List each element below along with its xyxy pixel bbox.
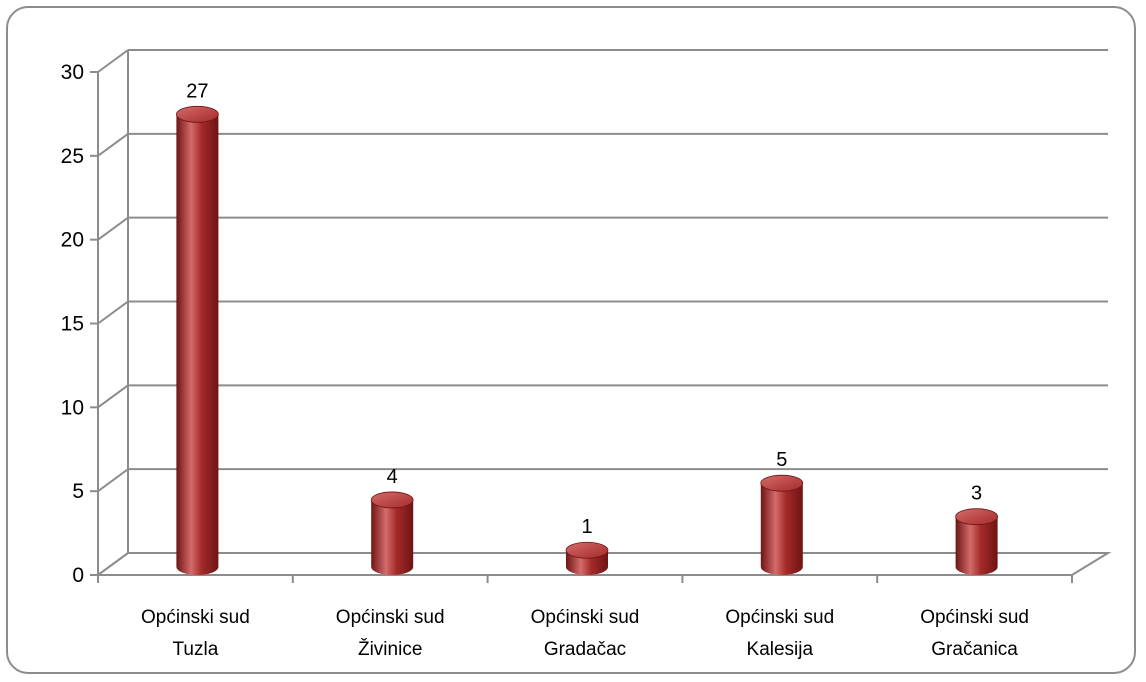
y-tick-label: 30 xyxy=(61,61,84,84)
bar-top xyxy=(566,542,608,558)
x-category-label: Općinski sud Gračanica xyxy=(920,607,1029,660)
x-category-label-line: Općinski sud xyxy=(531,607,640,628)
bar-top xyxy=(371,492,413,508)
x-category-label: Općinski sud Tuzla xyxy=(141,607,250,660)
bar-4 xyxy=(956,509,998,575)
data-label: 1 xyxy=(581,516,592,538)
bar-1 xyxy=(371,492,413,575)
x-category-label-line: Kalesija xyxy=(747,639,814,660)
gridline-depth xyxy=(98,218,128,240)
bar-body xyxy=(956,517,998,575)
x-category-label-line: Općinski sud xyxy=(336,607,445,628)
x-category-label: Općinski sud Gradačac xyxy=(531,607,640,660)
data-label: 5 xyxy=(776,449,787,471)
gridline-depth xyxy=(98,134,128,156)
data-label: 3 xyxy=(971,483,982,505)
x-category-label-line: Gradačac xyxy=(544,639,626,660)
bar-body xyxy=(176,114,218,575)
gridline-depth xyxy=(98,469,128,491)
x-category-label-line: Općinski sud xyxy=(141,607,250,628)
bar-top xyxy=(956,509,998,525)
x-category-label-line: Živinice xyxy=(358,638,422,660)
x-category-label-line: Tuzla xyxy=(173,639,219,660)
gridline-depth xyxy=(98,385,128,407)
bar-2 xyxy=(566,542,608,575)
data-label: 4 xyxy=(387,466,398,488)
y-tick-label: 0 xyxy=(72,564,84,587)
gridline-depth xyxy=(98,50,128,72)
x-category-label-line: Općinski sud xyxy=(725,607,834,628)
bar-3 xyxy=(761,475,803,575)
x-category-label-line: Općinski sud xyxy=(920,607,1029,628)
gridline-depth xyxy=(98,302,128,324)
gridline-depth xyxy=(98,553,128,575)
data-label: 27 xyxy=(186,80,208,102)
y-tick-label: 20 xyxy=(61,229,84,252)
bar-top xyxy=(761,475,803,491)
bar-top xyxy=(176,106,218,122)
y-tick-label: 15 xyxy=(61,313,84,336)
y-tick-label: 10 xyxy=(61,396,84,419)
bar-body xyxy=(761,483,803,575)
bar-0 xyxy=(176,106,218,575)
y-tick-label: 5 xyxy=(72,480,84,503)
x-category-label: Općinski sud Kalesija xyxy=(725,607,834,660)
x-category-label: Općinski sud Živinice xyxy=(336,607,445,660)
x-category-label-line: Gračanica xyxy=(931,639,1018,660)
y-tick-label: 25 xyxy=(61,145,84,168)
bar-body xyxy=(371,500,413,575)
